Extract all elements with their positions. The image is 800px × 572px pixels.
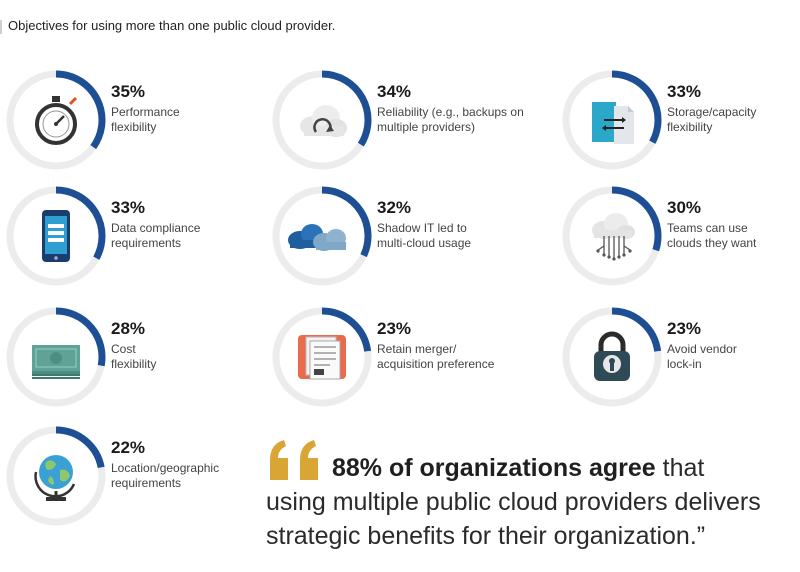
file-transfer-icon [582,90,642,150]
pull-quote: 88% of organizations agree that using mu… [262,432,792,562]
quote-line-1: 88% of organizations agree that [332,454,704,483]
item-merger: 23% Retain merger/acquisition preference [272,307,542,407]
mobile-phone-icon [26,206,86,266]
item-label: Reliability (e.g., backups on multiple pr… [377,105,524,134]
stopwatch-icon [26,90,86,150]
padlock-icon [582,327,642,387]
item-label: Cost flexibility [111,342,157,371]
item-reliability: 34% Reliability (e.g., backups on multipl… [272,70,542,170]
documents-icon [292,327,352,387]
percent-value: 33% [111,198,146,217]
item-teams: 30% Teams can use clouds they want [562,186,800,286]
ring-value-arc [55,70,106,150]
item-storage: 33% Storage/capacity flexibility [562,70,800,170]
progress-ring [562,307,662,407]
quote-mark-icon [270,440,318,480]
item-cost: 28% Cost flexibility [6,307,276,407]
percent-value: 28% [111,319,146,338]
ring-value-arc [55,307,106,367]
item-location: 22% Location/geographic requirements [6,426,276,526]
progress-ring [272,307,372,407]
progress-ring [6,186,106,286]
progress-ring [6,307,106,407]
quote-bold-text: 88% of organizations agree [332,454,656,482]
item-label: Shadow IT led to multi-cloud usage [377,221,472,250]
progress-ring [272,70,372,170]
item-performance: 35% Performance flexibility [6,70,276,170]
item-label: Teams can use clouds they want [667,221,757,250]
ring-value-arc [55,186,106,260]
progress-ring [562,70,662,170]
ring-value-arc [321,186,372,258]
multi-cloud-icon [284,206,346,266]
money-icon [26,327,86,387]
progress-ring [6,426,106,526]
item-label: Storage/capacity flexibility [667,105,757,134]
globe-icon [26,446,86,506]
item-label: Data compliance requirements [111,221,201,250]
percent-value: 35% [111,82,146,101]
quote-line-1-rest: that [655,454,705,482]
percent-value: 33% [667,82,702,101]
percent-value: 30% [667,198,702,217]
title-accent-bar [0,20,2,34]
ring-value-arc [321,70,372,147]
quote-line-2: using multiple public cloud providers de… [266,488,761,516]
ring-value-arc [611,307,662,352]
ring-value-arc [321,307,372,352]
percent-value: 34% [377,82,412,101]
item-data-compliance: 33% Data compliance requirements [6,186,276,286]
ring-value-arc [611,186,662,252]
progress-ring [272,186,372,286]
chart-title: Objectives for using more than one publi… [8,18,336,33]
percent-value: 22% [111,438,146,457]
item-shadow-it: 32% Shadow IT led to multi-cloud usage [272,186,542,286]
item-vendor-lockin: 23% Avoid vendor lock-in [562,307,800,407]
cloud-sync-icon [292,90,352,150]
ring-value-arc [611,70,662,144]
progress-ring [6,70,106,170]
ring-value-arc [55,426,105,469]
item-label: Avoid vendor lock-in [667,342,737,371]
progress-ring [562,186,662,286]
item-label: Performance flexibility [111,105,180,134]
percent-value: 23% [667,319,702,338]
item-label: Retain merger/acquisition preference [377,342,495,371]
quote-line-3: strategic benefits for their organizatio… [266,522,706,550]
item-label: Location/geographic requirements [111,461,220,490]
percent-value: 32% [377,198,412,217]
cloud-network-icon [582,206,642,266]
percent-value: 23% [377,319,412,338]
